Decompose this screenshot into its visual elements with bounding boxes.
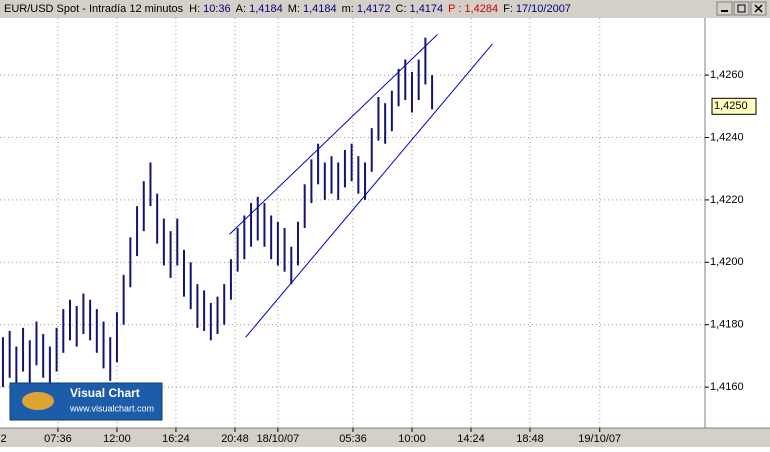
- x-tick-label: 16:24: [162, 433, 190, 445]
- y-tick-label: 1,4200: [710, 256, 744, 268]
- logo-icon: [22, 392, 54, 410]
- close-icon: [754, 4, 763, 13]
- restore-icon: [737, 4, 746, 13]
- logo: Visual Chart www.visualchart.com: [9, 382, 163, 421]
- x-tick-label: 20:48: [221, 433, 249, 445]
- field-value: 10:36: [203, 3, 231, 15]
- field-value: 1,4184: [303, 3, 337, 15]
- field-value: 17/10/2007: [516, 3, 571, 15]
- x-tick-label: 14:24: [457, 433, 485, 445]
- logo-url: www.visualchart.com: [69, 403, 154, 413]
- x-tick-label: 18/10/07: [256, 433, 299, 445]
- restore-button[interactable]: [733, 1, 750, 16]
- x-tick-label: 10:00: [398, 433, 426, 445]
- field-value: 1,4184: [249, 3, 283, 15]
- header-bar: [0, 0, 770, 18]
- field-label: F:: [503, 3, 513, 15]
- y-tick-label: 1,4260: [710, 69, 744, 81]
- x-tick-label: 19/10/07: [578, 433, 621, 445]
- field-label: H:: [189, 3, 200, 15]
- x-tick-label: 05:36: [339, 433, 367, 445]
- logo-title: Visual Chart: [70, 386, 140, 400]
- y-tick-label: 1,4180: [710, 319, 744, 331]
- field-label: C:: [396, 3, 407, 15]
- header-title: EUR/USD Spot - Intradía 12 minutos: [4, 3, 184, 15]
- field-label: P :: [448, 3, 461, 15]
- minimize-button[interactable]: [716, 1, 733, 16]
- x-tick-label: :12: [0, 433, 7, 445]
- grid: [0, 18, 709, 432]
- y-tick-label: 1,4240: [710, 131, 744, 143]
- y-tick-label: 1,4160: [710, 381, 744, 393]
- window-buttons: [716, 1, 767, 16]
- x-tick-label: 18:48: [516, 433, 544, 445]
- last-price-label: 1,4250: [714, 100, 748, 112]
- field-value: 1,4284: [464, 3, 498, 15]
- field-label: A:: [236, 3, 246, 15]
- header-text: EUR/USD Spot - Intradía 12 minutos H: 10:3…: [4, 3, 571, 15]
- field-value: 1,4172: [357, 3, 391, 15]
- y-tick-label: 1,4220: [710, 194, 744, 206]
- x-tick-label: 07:36: [44, 433, 72, 445]
- field-label: M:: [288, 3, 300, 15]
- x-tick-label: 12:00: [103, 433, 131, 445]
- trend-line: [229, 34, 438, 235]
- field-label: m:: [342, 3, 354, 15]
- trend-line: [245, 43, 493, 338]
- x-axis-strip: [0, 428, 770, 447]
- field-value: 1,4174: [410, 3, 444, 15]
- price-bars: [1, 34, 493, 391]
- last-price-box: [711, 97, 757, 115]
